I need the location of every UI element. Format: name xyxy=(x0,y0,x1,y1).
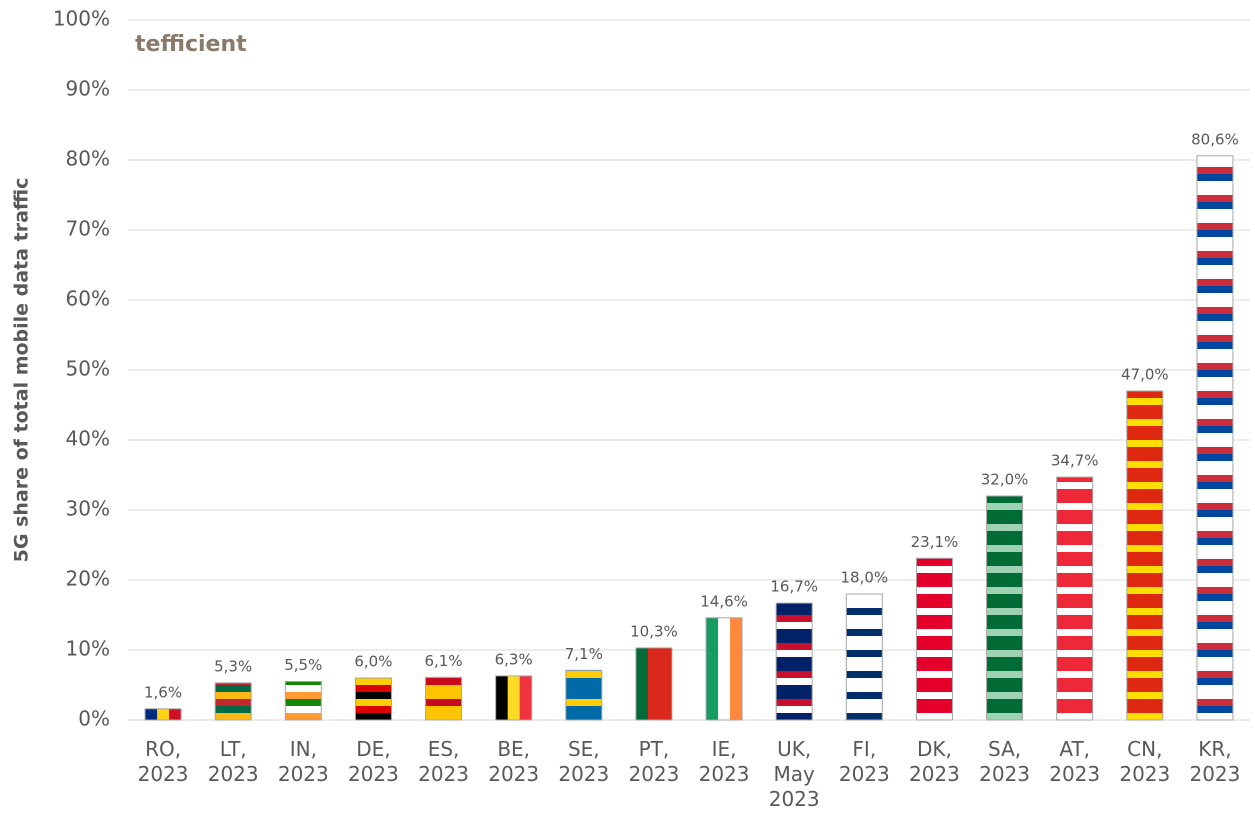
x-tick-label: DE, 2023 xyxy=(348,737,399,786)
x-tick-label: PT, 2023 xyxy=(628,737,679,786)
value-label: 6,0% xyxy=(354,653,392,671)
y-tick-label: 30% xyxy=(66,497,110,521)
y-tick-label: 80% xyxy=(66,147,110,171)
bar xyxy=(1196,155,1234,721)
bar xyxy=(1056,476,1094,721)
x-tick-label: AT, 2023 xyxy=(1049,737,1100,786)
y-tick-label: 90% xyxy=(66,77,110,101)
y-tick-label: 60% xyxy=(66,287,110,311)
value-label: 32,0% xyxy=(981,471,1029,489)
bar xyxy=(565,669,603,721)
y-tick-label: 40% xyxy=(66,427,110,451)
bar xyxy=(214,682,252,721)
value-label: 34,7% xyxy=(1051,452,1099,470)
value-label: 6,1% xyxy=(425,652,463,670)
bar xyxy=(495,675,533,721)
x-tick-label: IN, 2023 xyxy=(278,737,329,786)
x-tick-label: RO, 2023 xyxy=(138,737,189,786)
value-label: 14,6% xyxy=(700,592,748,610)
x-tick-label: LT, 2023 xyxy=(208,737,259,786)
value-label: 16,7% xyxy=(770,578,818,596)
y-tick-label: 20% xyxy=(66,567,110,591)
x-tick-label: IE, 2023 xyxy=(699,737,750,786)
bar xyxy=(915,557,953,721)
y-tick-label: 50% xyxy=(66,357,110,381)
y-tick-label: 100% xyxy=(53,7,110,31)
bar xyxy=(144,708,182,721)
x-tick-label: SE, 2023 xyxy=(558,737,609,786)
x-tick-label: BE, 2023 xyxy=(488,737,539,786)
value-label: 6,3% xyxy=(495,650,533,668)
y-tick-label: 0% xyxy=(78,707,110,731)
x-tick-label: DK, 2023 xyxy=(909,737,960,786)
value-label: 5,3% xyxy=(214,657,252,675)
bar xyxy=(635,647,673,721)
value-label: 7,1% xyxy=(565,645,603,663)
bar xyxy=(775,602,813,721)
bar xyxy=(1126,390,1164,721)
x-tick-label: ES, 2023 xyxy=(418,737,469,786)
value-label: 23,1% xyxy=(911,533,959,551)
value-label: 47,0% xyxy=(1121,366,1169,384)
x-tick-label: KR, 2023 xyxy=(1189,737,1240,786)
bar xyxy=(284,681,322,721)
value-label: 5,5% xyxy=(284,656,322,674)
value-label: 80,6% xyxy=(1191,130,1239,148)
logo: tefficient xyxy=(135,32,247,57)
bar xyxy=(986,495,1024,721)
value-label: 10,3% xyxy=(630,622,678,640)
x-tick-label: SA, 2023 xyxy=(979,737,1030,786)
bar xyxy=(845,593,883,721)
x-tick-label: CN, 2023 xyxy=(1119,737,1170,786)
x-tick-label: FI, 2023 xyxy=(839,737,890,786)
value-label: 1,6% xyxy=(144,683,182,701)
y-axis-label: 5G share of total mobile data traffic xyxy=(11,178,33,563)
x-tick-label: UK, May 2023 xyxy=(769,737,820,811)
bar xyxy=(354,677,392,721)
value-label: 18,0% xyxy=(840,569,888,587)
y-tick-label: 70% xyxy=(66,217,110,241)
bar xyxy=(425,676,463,721)
bar xyxy=(705,617,743,721)
y-tick-label: 10% xyxy=(66,637,110,661)
